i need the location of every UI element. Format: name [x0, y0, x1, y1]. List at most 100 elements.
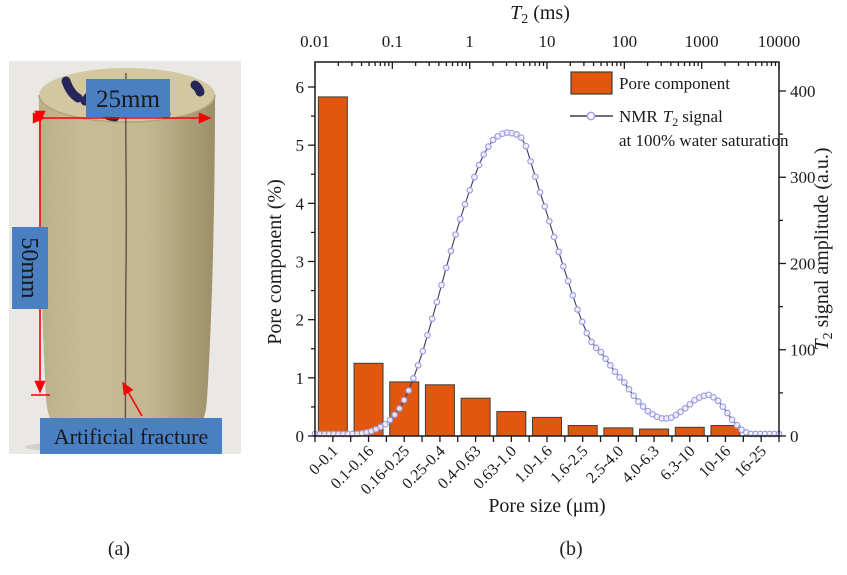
nmr-curve-series: [311, 129, 783, 438]
nmr-curve-marker: [480, 151, 488, 158]
nmr-curve-marker: [611, 368, 619, 376]
legend-line-marker: [586, 111, 596, 121]
left-tick-label-4: 4: [296, 194, 305, 213]
bar-0.16-0.25: [389, 381, 420, 437]
legend: Pore component NMR T2 signal at 100% water…: [570, 71, 789, 150]
nmr-curve-marker: [391, 411, 399, 419]
nmr-curve-marker: [733, 421, 741, 429]
category-label-1.0-1.6: 1.0-1.6: [512, 443, 556, 487]
nmr-curve-marker: [442, 264, 450, 272]
core-sample-photo: 25mm 50mm Artificial fracture: [9, 61, 241, 454]
nmr-curve-marker: [639, 403, 647, 410]
legend-bar-swatch: [570, 71, 613, 95]
nmr-pore-chart: T2 (ms) Pore component (%) T2signal ampli…: [264, 2, 836, 517]
bar-1.6-2.5: [567, 425, 598, 437]
nmr-curve-marker: [719, 403, 727, 411]
nmr-curve-marker: [677, 408, 684, 416]
bar-0.4-0.63: [460, 397, 491, 437]
nmr-curve-marker: [630, 392, 638, 400]
nmr-curve-marker: [419, 347, 427, 355]
left-tick-label-1: 1: [296, 369, 305, 388]
left-tick-label-5: 5: [296, 136, 305, 155]
nmr-curve-marker: [513, 131, 520, 138]
nmr-curve-marker: [686, 400, 694, 408]
nmr-curve-marker: [564, 277, 572, 285]
nmr-curve-marker: [522, 142, 530, 150]
category-label-4.0-6.3: 4.0-6.3: [619, 443, 663, 487]
top-tick-label-10000: 10000: [758, 32, 801, 51]
nmr-curve-marker: [485, 143, 492, 150]
top-axis-title: T2 (ms): [510, 2, 570, 27]
sandstone-texture: [38, 95, 216, 445]
top-tick-label-0.01: 0.01: [300, 32, 330, 51]
top-tick-label-100: 100: [612, 32, 638, 51]
nmr-curve-marker: [714, 397, 722, 405]
nmr-curve-marker: [560, 263, 567, 270]
nmr-curve-marker: [583, 329, 591, 337]
nmr-curve-marker: [400, 396, 408, 404]
nmr-curve-marker: [456, 215, 464, 223]
bar-6.3-10: [674, 426, 705, 437]
nmr-curve-marker: [447, 247, 455, 255]
nmr-curve-marker: [597, 348, 605, 356]
caption-b: (b): [559, 538, 583, 560]
nmr-curve-marker: [405, 387, 413, 394]
nmr-curve-marker: [588, 338, 595, 346]
bar-series: [317, 96, 777, 437]
plot-frame: [314, 61, 780, 437]
fracture-label-box: [40, 418, 222, 454]
bar-0.25-0.4: [424, 384, 455, 437]
top-tick-label-0.1: 0.1: [382, 32, 403, 51]
left-tick-label-0: 0: [296, 427, 305, 446]
left-axis-title: Pore component (%): [264, 179, 286, 345]
category-label-6.3-10: 6.3-10: [657, 443, 698, 484]
right-tick-label-200: 200: [790, 254, 816, 273]
nmr-curve-marker: [396, 405, 403, 412]
nmr-curve-marker: [710, 393, 717, 401]
height-label: 50mm: [16, 237, 42, 299]
right-tick-label-300: 300: [790, 168, 816, 187]
nmr-curve-marker: [728, 416, 736, 424]
nmr-curve-marker: [381, 420, 389, 428]
nmr-curve-marker: [377, 423, 384, 431]
nmr-curve-marker: [475, 161, 483, 169]
right-tick-label-100: 100: [790, 341, 816, 360]
nmr-curve-marker: [438, 281, 445, 289]
top-tick-label-1: 1: [465, 32, 474, 51]
legend-line-label-2: at 100% water saturation: [619, 131, 789, 150]
nmr-curve-marker: [635, 398, 642, 405]
nmr-curve-marker: [606, 362, 614, 369]
nmr-curve-marker: [620, 379, 628, 386]
nmr-curve-marker: [461, 200, 469, 208]
nmr-curve-marker: [527, 157, 534, 165]
nmr-curve-marker: [466, 186, 474, 194]
nmr-curve-marker: [471, 173, 478, 181]
nmr-curve-marker: [410, 375, 417, 382]
nmr-curve-marker: [414, 361, 422, 369]
category-label-2.5-4.0: 2.5-4.0: [583, 443, 627, 487]
nmr-curve-marker: [386, 416, 394, 424]
nmr-curve-marker: [545, 217, 553, 225]
category-label-10-16: 10-16: [696, 443, 734, 481]
bar-4.0-6.3: [639, 428, 670, 437]
category-label-16-25: 16-25: [732, 443, 770, 481]
bottom-axis-title: Pore size (μm): [488, 495, 605, 517]
nmr-curve-marker: [574, 306, 581, 313]
category-label-1.6-2.5: 1.6-2.5: [547, 443, 591, 487]
nmr-curve-marker: [517, 134, 525, 141]
nmr-curve-marker: [681, 404, 689, 412]
bar-1.0-1.6: [532, 416, 562, 437]
legend-line-label: NMR T2 signal: [619, 107, 723, 129]
nmr-curve-marker: [541, 203, 549, 210]
left-tick-label-6: 6: [296, 78, 305, 97]
nmr-curve-marker: [602, 355, 609, 363]
nmr-curve-marker: [428, 315, 436, 323]
nmr-curve-marker: [724, 409, 731, 417]
bar-2.5-4.0: [603, 427, 634, 437]
diameter-label: 25mm: [96, 86, 160, 113]
bar-0-0.1: [317, 96, 348, 437]
nmr-curve-marker: [433, 298, 441, 306]
nmr-curve-marker: [424, 331, 431, 339]
fracture-pointer-arrow: [122, 381, 143, 417]
